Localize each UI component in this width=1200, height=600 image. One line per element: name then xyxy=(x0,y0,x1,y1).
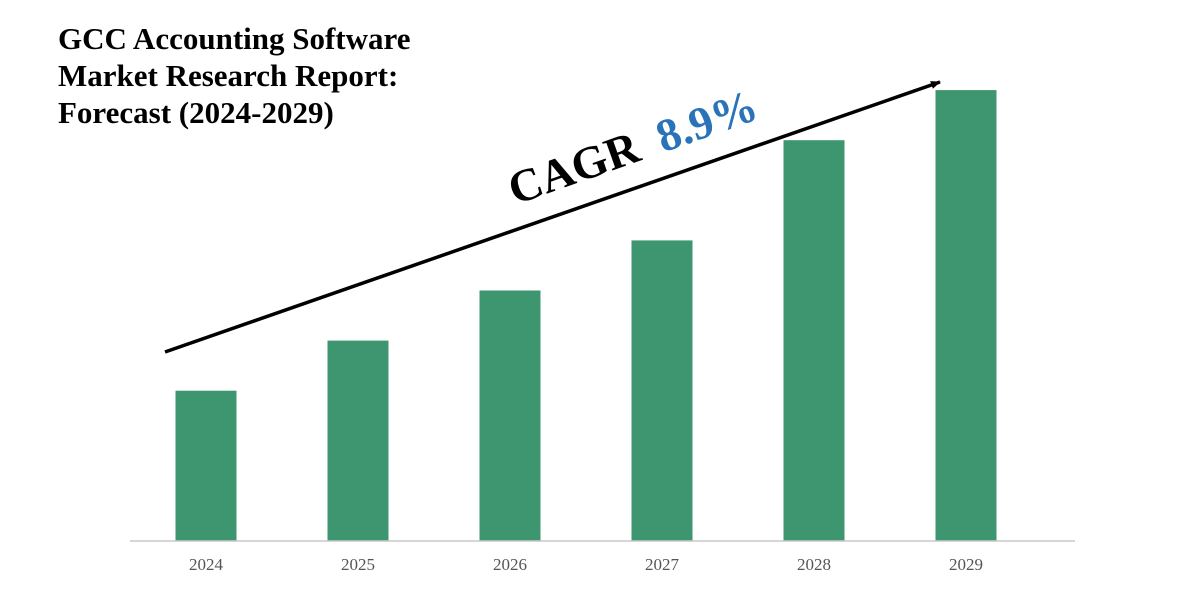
cagr-label: CAGR xyxy=(501,121,646,215)
chart-title: GCC Accounting Software Market Research … xyxy=(58,20,410,131)
cagr-annotation: CAGR 8.9% xyxy=(501,79,764,214)
bar-series xyxy=(175,90,997,541)
chart-title-line-1: GCC Accounting Software xyxy=(58,21,411,56)
x-tick-label-2028: 2028 xyxy=(797,555,831,574)
x-tick-label-2027: 2027 xyxy=(645,555,680,574)
bar-2024 xyxy=(175,390,237,541)
cagr-trend-arrow xyxy=(164,80,941,354)
x-tick-label-2025: 2025 xyxy=(341,555,375,574)
chart-title-line-2: Market Research Report: xyxy=(58,58,399,93)
bar-2027 xyxy=(631,240,693,541)
x-axis-ticks: 2024 2025 2026 2027 2028 2029 xyxy=(189,555,983,574)
bar-2029 xyxy=(935,90,997,541)
chart-title-line-3: Forecast (2024-2029) xyxy=(58,95,334,130)
bar-2028 xyxy=(783,140,845,541)
x-tick-label-2026: 2026 xyxy=(493,555,527,574)
bar-2026 xyxy=(479,290,541,541)
x-tick-label-2029: 2029 xyxy=(949,555,983,574)
x-tick-label-2024: 2024 xyxy=(189,555,224,574)
bar-2025 xyxy=(327,340,389,541)
